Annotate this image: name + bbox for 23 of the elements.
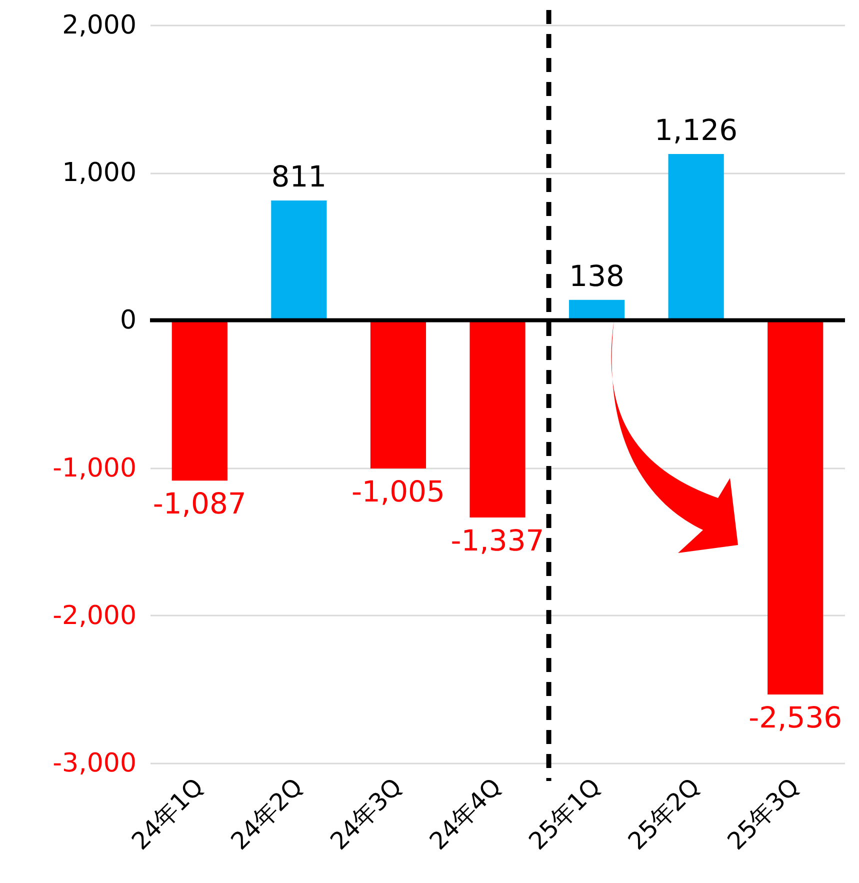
bar — [768, 320, 824, 695]
y-tick-label: -2,000 — [52, 600, 136, 631]
data-label: -1,337 — [450, 524, 544, 558]
y-tick-label: -1,000 — [52, 453, 136, 484]
y-tick-label: 1,000 — [62, 158, 136, 188]
x-tick-label: 24年2Q — [226, 772, 308, 856]
x-tick-label: 24年3Q — [324, 772, 408, 856]
x-tick-label: 25年1Q — [523, 772, 606, 856]
bar — [172, 320, 228, 481]
y-tick-label: 2,000 — [62, 10, 136, 40]
data-label: -2,536 — [748, 700, 842, 735]
data-label: -1,087 — [152, 486, 246, 521]
y-tick-label: 0 — [120, 306, 136, 336]
x-tick-label: 24年4Q — [424, 772, 507, 856]
bar — [370, 320, 426, 469]
x-tick-label: 25年3Q — [722, 772, 805, 856]
bar — [470, 320, 526, 518]
bar — [271, 200, 327, 320]
data-label: -1,005 — [351, 474, 445, 509]
data-label: 811 — [271, 159, 327, 194]
x-tick-label: 25年2Q — [622, 772, 706, 856]
data-label: 138 — [569, 258, 624, 293]
data-label: 1,126 — [654, 113, 738, 147]
